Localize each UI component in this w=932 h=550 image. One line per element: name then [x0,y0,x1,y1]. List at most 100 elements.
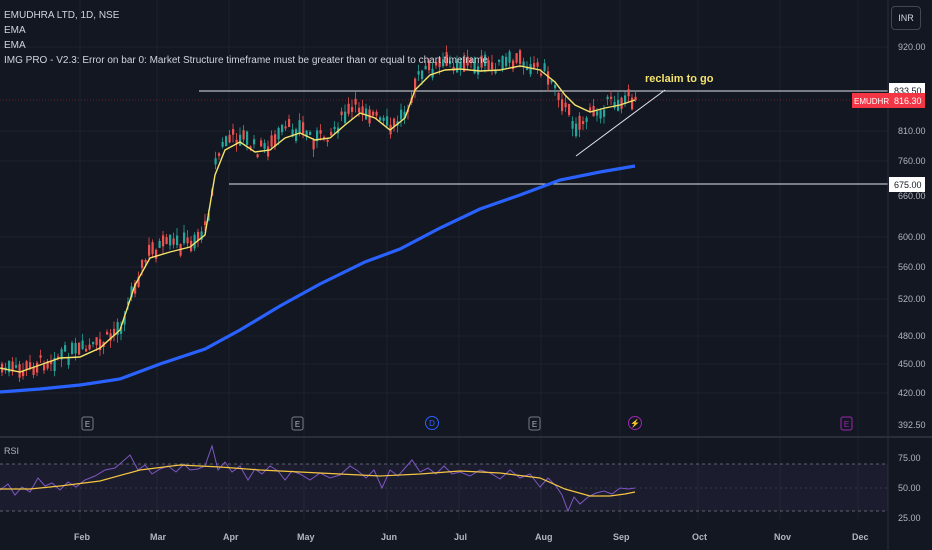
candle-body [281,124,284,133]
candle-body [109,333,112,341]
candle-body [473,61,476,74]
candle-body [480,55,483,68]
candle-body [589,107,592,112]
reclaim-annotation[interactable]: reclaim to go [645,73,714,85]
ema-indicator-2[interactable]: EMA [4,40,26,51]
candle-body [582,121,585,125]
upcoming-earnings-marker[interactable]: E [840,416,853,431]
candle-body [302,122,305,134]
candle-body [484,54,487,67]
candle-body [74,343,77,354]
candle-body [172,238,175,245]
candle-body [176,235,179,246]
candle-body [403,111,406,119]
candle-body [8,360,11,373]
candle-body [169,234,172,246]
svg-text:E: E [844,420,849,429]
candle-body [32,367,35,375]
candle-body [449,60,452,65]
candle-body [29,362,32,369]
candle-body [533,63,536,68]
candle-body [148,244,151,256]
candle-body [298,120,301,134]
candle-body [515,53,518,63]
dividend-marker[interactable]: D [425,416,439,430]
candle-body [344,111,347,123]
candle-body [512,60,515,70]
candle-body [400,109,403,120]
candle-body [365,108,368,120]
chart-legend: EMUDHRA LTD, 1D, NSE EMA EMA IMG PRO - V… [4,8,488,68]
candle-body [536,62,539,67]
candle-body [571,120,574,129]
candle-body [137,276,140,287]
candle-body [424,65,427,70]
svg-text:E: E [532,420,537,429]
candle-body [421,70,424,80]
candle-body [204,221,207,226]
candle-body [295,129,298,141]
candle-body [456,61,459,73]
candle-body [113,328,116,336]
rsi-label[interactable]: RSI [4,446,19,456]
candle-body [116,322,119,335]
candle-body [165,237,168,245]
candle-body [239,134,242,146]
candle-body [445,52,448,66]
candle-body [505,56,508,67]
svg-text:D: D [429,419,435,428]
candle-body [60,349,63,360]
ema-short-line [0,65,636,373]
candle-body [501,55,504,70]
candle-body [438,57,441,68]
candle-body [25,361,28,370]
candle-body [78,342,81,355]
candle-body [214,158,217,165]
candle-body [39,355,42,358]
ema-indicator-1[interactable]: EMA [4,25,26,36]
indicator-error-message: IMG PRO - V2.3: Error on bar 0: Market S… [4,55,489,66]
candle-body [603,109,606,117]
candle-body [232,129,235,135]
candle-body [361,106,364,116]
candle-body [46,361,49,369]
candle-body [386,116,389,126]
currency-button[interactable]: INR [891,6,921,30]
candle-body [610,96,613,99]
candle-body [162,235,165,247]
earnings-marker[interactable]: E [81,416,94,431]
candle-body [144,259,147,263]
candle-body [494,70,497,74]
candle-body [354,98,357,105]
candlestick-series [1,45,637,383]
candle-body [235,139,238,144]
candle-body [547,71,550,85]
candle-body [375,111,378,116]
candle-body [508,51,511,63]
symbol-title[interactable]: EMUDHRA LTD, 1D, NSE [4,10,120,21]
candle-body [95,337,98,345]
candle-body [596,111,599,116]
candle-body [186,237,189,244]
trendline[interactable] [575,89,666,157]
candle-body [57,356,60,359]
earnings-marker[interactable]: E [528,416,541,431]
candle-body [606,96,609,100]
candle-body [568,103,571,115]
candle-body [123,316,126,325]
candle-body [529,64,532,75]
candle-body [319,130,322,134]
candle-body [428,60,431,71]
ema-long-line [0,164,636,394]
candle-body [561,99,564,112]
candle-body [260,140,263,147]
candle-body [459,62,462,68]
candle-body [519,50,522,64]
split-marker[interactable]: ⚡ [628,416,642,430]
earnings-marker[interactable]: E [291,416,304,431]
candle-body [193,234,196,249]
candle-body [130,286,133,298]
candle-body [256,154,259,158]
candle-body [522,61,525,67]
